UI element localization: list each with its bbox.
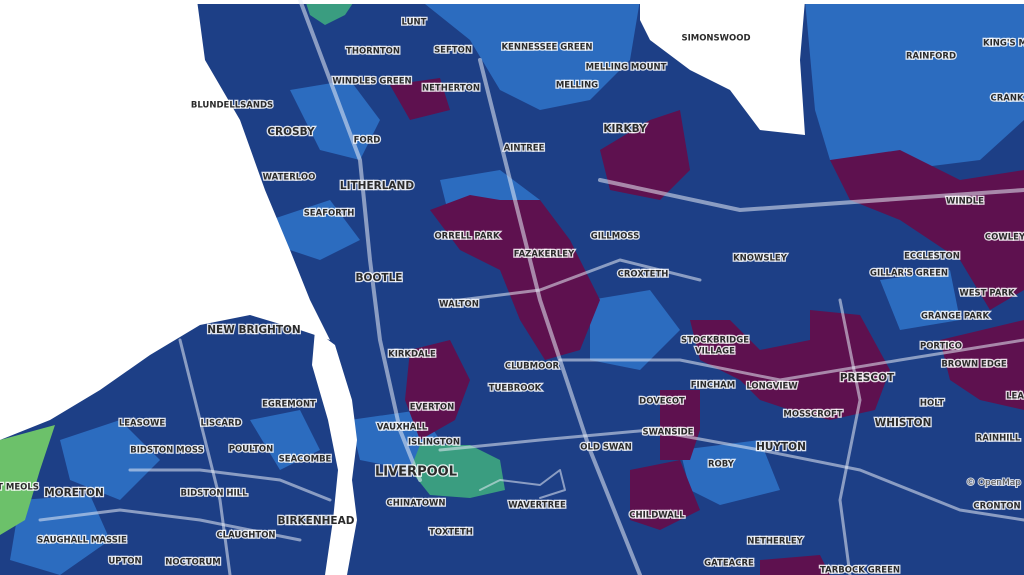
place-label: WAVERTREE	[508, 501, 566, 511]
place-label: WEST PARK	[959, 289, 1015, 299]
place-label: GRANGE PARK	[921, 312, 990, 322]
place-label: VAUXHALL	[377, 423, 428, 433]
place-label: KIRKBY	[603, 123, 647, 135]
place-label: PRESCOT	[840, 372, 895, 384]
place-label: SWANSIDE	[643, 428, 694, 438]
place-label: RAINFORD	[906, 52, 956, 62]
place-label: GILLAR'S GREEN	[870, 269, 948, 279]
place-label: LITHERLAND	[340, 180, 414, 192]
place-label: CHINATOWN	[386, 499, 445, 509]
place-label: BIRKENHEAD	[278, 515, 355, 527]
attribution: © OpenMap	[966, 478, 1021, 488]
place-label: TOXTETH	[429, 528, 473, 538]
place-label: LONGVIEW	[746, 382, 798, 392]
place-label: BLUNDELLSANDS	[191, 101, 273, 111]
place-labels: LUNT SEFTON THORNTON KENNESSEE GREEN SIMONSW…	[0, 16, 1024, 575]
place-label: MOSSCROFT	[783, 410, 842, 420]
place-label: ORRELL PARK	[434, 232, 499, 242]
place-label: LISCARD	[200, 419, 241, 429]
place-label: ROBY	[708, 460, 735, 470]
place-label: WATERLOO	[263, 173, 316, 183]
place-label: CROSBY	[267, 126, 315, 138]
place-label: KENNESSEE GREEN	[501, 43, 592, 53]
place-label: TARBOCK GREEN	[820, 566, 900, 575]
place-label: KIRKDALE	[388, 350, 436, 360]
place-label: T MEOLS	[0, 483, 39, 493]
place-label: BROWN EDGE	[941, 360, 1007, 370]
place-label: LEA	[1006, 392, 1024, 402]
place-label: NETHERLEY	[747, 537, 803, 547]
place-label: MELLING	[556, 81, 598, 91]
roads	[38, 0, 1024, 575]
place-label: GATEACRE	[704, 559, 754, 569]
place-label: AINTREE	[504, 144, 545, 154]
place-label: UPTON	[108, 557, 141, 567]
place-label: BIDSTON MOSS	[130, 446, 203, 456]
place-label: CROXTETH	[618, 270, 669, 280]
place-label: SEACOMBE	[279, 455, 332, 465]
place-label: SEAFORTH	[304, 209, 355, 219]
place-label: COWLEY	[985, 233, 1024, 243]
place-label: CLUBMOOR	[505, 362, 560, 372]
place-label: WINDLES GREEN	[332, 77, 411, 87]
place-label: FAZAKERLEY	[514, 250, 575, 260]
place-label: VILLAGE	[695, 347, 735, 357]
place-label: PORTICO	[920, 342, 962, 352]
place-label: WINDLE	[946, 197, 984, 207]
place-label: POULTON	[229, 445, 274, 455]
place-label: TUEBROOK	[489, 384, 542, 394]
place-label: CLAUGHTON	[216, 531, 275, 541]
place-label: WALTON	[439, 300, 479, 310]
place-label: HUYTON	[756, 441, 806, 453]
place-label: SAUGHALL MASSIE	[37, 536, 127, 546]
place-label: NOCTORUM	[165, 558, 221, 568]
place-label: RAINHILL	[976, 434, 1021, 444]
place-label: BOOTLE	[356, 272, 403, 284]
place-label: NETHERTON	[422, 84, 480, 94]
place-label: GILLMOSS	[591, 232, 640, 242]
place-label: LEASOWE	[119, 419, 166, 429]
place-label: NEW BRIGHTON	[207, 324, 300, 336]
place-label: STOCKBRIDGE	[681, 336, 749, 346]
place-label: LUNT	[402, 18, 427, 28]
place-label: MORETON	[44, 487, 104, 499]
place-label: MELLING MOUNT	[586, 63, 667, 73]
place-label: DOVECOT	[639, 397, 685, 407]
place-label: OLD SWAN	[580, 443, 631, 453]
place-label: CHILDWALL	[629, 511, 685, 521]
place-label: ECCLESTON	[904, 252, 960, 262]
place-label: CRONTON	[973, 502, 1020, 512]
place-label: LIVERPOOL	[375, 465, 457, 480]
place-label: HOLT	[920, 399, 944, 409]
place-label: ISLINGTON	[408, 438, 460, 448]
place-label: THORNTON	[346, 47, 400, 57]
place-label: CRANK	[990, 94, 1023, 104]
place-label: FORD	[354, 136, 381, 146]
place-label: SIMONSWOOD	[681, 34, 750, 44]
place-label: EVERTON	[410, 403, 455, 413]
place-label: KNOWSLEY	[733, 254, 788, 264]
place-label: FINCHAM	[691, 381, 735, 391]
place-label: EGREMONT	[262, 400, 316, 410]
place-label: BIDSTON HILL	[180, 489, 248, 499]
place-label: KING'S M	[983, 39, 1024, 49]
place-label: WHISTON	[875, 417, 932, 429]
place-label: SEFTON	[434, 46, 472, 56]
